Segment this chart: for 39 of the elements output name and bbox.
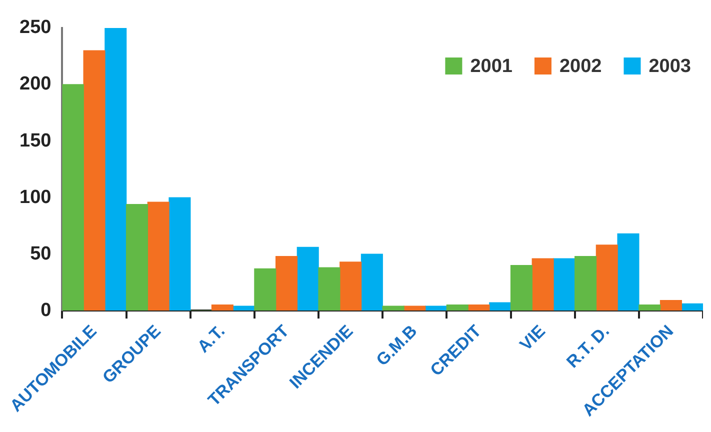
bar bbox=[296, 246, 319, 311]
bar bbox=[553, 258, 576, 311]
bar bbox=[681, 303, 703, 311]
bar bbox=[318, 267, 340, 311]
bar bbox=[382, 306, 404, 311]
bar bbox=[104, 28, 127, 311]
bar bbox=[147, 202, 170, 311]
bar bbox=[468, 304, 490, 311]
bar bbox=[275, 256, 298, 311]
bar bbox=[617, 233, 640, 311]
bar bbox=[126, 204, 148, 311]
bar bbox=[446, 304, 468, 311]
bar bbox=[168, 197, 191, 311]
bar bbox=[340, 262, 362, 311]
bar bbox=[532, 258, 554, 311]
legend-label: 2003 bbox=[648, 56, 692, 78]
bar bbox=[211, 304, 234, 311]
bar bbox=[83, 50, 106, 311]
y-tick-label: 0 bbox=[40, 300, 52, 321]
bar bbox=[660, 300, 682, 311]
bar bbox=[360, 254, 383, 311]
bar bbox=[638, 304, 661, 311]
legend-label: 2002 bbox=[559, 56, 602, 78]
bar bbox=[232, 306, 255, 311]
y-tick-label: 250 bbox=[20, 17, 52, 38]
bar bbox=[404, 306, 426, 311]
bar bbox=[574, 256, 597, 311]
bar bbox=[489, 302, 512, 311]
y-tick-label: 200 bbox=[20, 74, 52, 95]
bar bbox=[425, 306, 448, 311]
bar bbox=[596, 244, 618, 311]
y-tick-label: 150 bbox=[20, 130, 52, 152]
bar bbox=[62, 84, 84, 311]
bar bbox=[254, 268, 276, 311]
bar bbox=[510, 265, 532, 311]
y-tick-label: 100 bbox=[20, 186, 52, 208]
x-tick-label: VIE bbox=[516, 321, 549, 354]
y-tick-label: 50 bbox=[30, 243, 52, 264]
legend-label: 2001 bbox=[470, 56, 513, 78]
